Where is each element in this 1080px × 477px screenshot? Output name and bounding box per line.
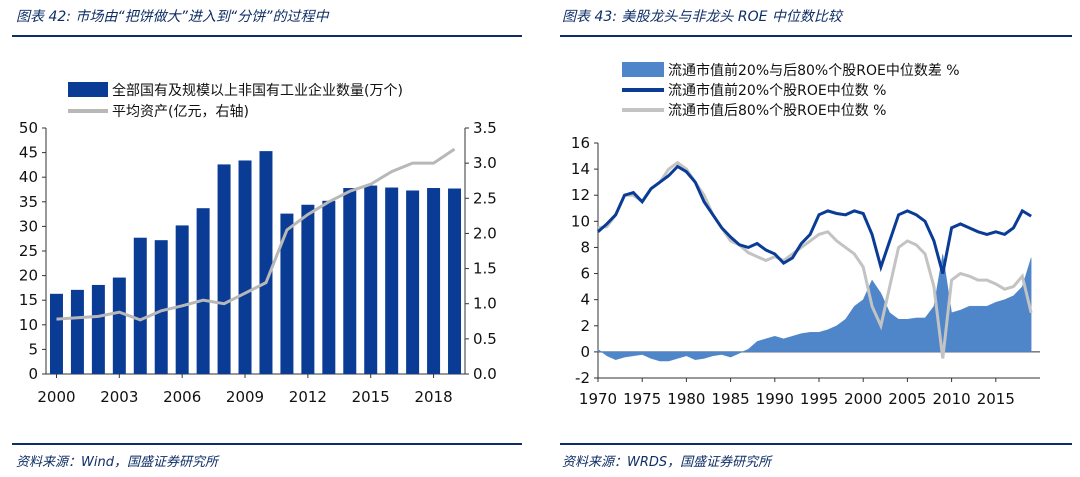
x-tick-label: 2015 (352, 388, 390, 406)
y-tick-label: 10 (571, 212, 590, 230)
bar (175, 225, 189, 374)
right-y-tick-label: 0.0 (473, 365, 497, 383)
legend-swatch-bar (68, 82, 108, 97)
left-y-tick-label: 35 (19, 193, 38, 211)
bar (448, 188, 462, 374)
left-y-tick-label: 50 (19, 119, 38, 137)
legend-swatch-area (622, 62, 664, 77)
left-chart: 0 5 10 15 20 25 30 35 40 45 50 0.0 0.5 1.0 1.5 2.0 2.5 3.… (19, 82, 497, 406)
right-y-tick-label: 1.5 (473, 260, 497, 278)
y-tick-label: 0 (580, 343, 590, 361)
left-source: 资料来源：Wind，国盛证券研究所 (16, 455, 218, 470)
right-y-tick-label: 1.0 (473, 295, 497, 313)
bar (322, 200, 336, 374)
x-tick-label: 2010 (933, 390, 971, 408)
y-tick-label: 2 (580, 317, 590, 335)
x-tick-label: 2000 (37, 388, 75, 406)
x-tick-label: 2006 (163, 388, 201, 406)
bar (217, 164, 231, 374)
x-tick-label: 2015 (977, 390, 1015, 408)
right-y-tick-label: 0.5 (473, 330, 497, 348)
bar (280, 213, 294, 374)
y-tick-label: 14 (571, 160, 590, 178)
left-y-tick-label: 30 (19, 217, 38, 235)
right-figure-title: 图表 43: 美股龙头与非龙头 ROE 中位数比较 (562, 9, 842, 25)
left-title-rule (12, 35, 522, 37)
x-tick-label: 2003 (100, 388, 138, 406)
bar (301, 204, 315, 374)
x-tick-label: 1980 (667, 390, 705, 408)
left-source-rule (12, 443, 522, 445)
left-y-tick-label: 15 (19, 291, 38, 309)
x-tick-label: 1990 (756, 390, 794, 408)
left-y-tick-label: 20 (19, 267, 38, 285)
x-tick-label: 1985 (712, 390, 750, 408)
x-tick-label: 1975 (623, 390, 661, 408)
bar (427, 188, 441, 374)
bar (385, 187, 399, 374)
legend-label-area: 流通市值前20%与后80%个股ROE中位数差 % (668, 62, 960, 79)
left-figure-title: 图表 42: 市场由“把饼做大”进入到“分饼”的过程中 (16, 9, 329, 25)
legend-label-bar: 全部国有及规模以上非国有工业企业数量(万个) (112, 82, 403, 99)
legend-label-line: 平均资产(亿元，右轴) (112, 104, 249, 120)
bar (133, 237, 147, 374)
bar (406, 190, 420, 374)
right-source: 资料来源：WRDS，国盛证券研究所 (562, 455, 772, 470)
x-tick-label: 2009 (226, 388, 264, 406)
bar (259, 151, 273, 374)
left-y-tick-label: 45 (19, 144, 38, 162)
y-tick-label: 8 (580, 238, 590, 256)
left-panel: 图表 42: 市场由“把饼做大”进入到“分饼”的过程中 0 5 10 15 20 25 30… (0, 0, 530, 477)
left-y-tick-label: 40 (19, 168, 38, 186)
bar (364, 185, 378, 374)
series-line-avg-assets (56, 147, 456, 322)
bar (112, 277, 126, 374)
left-y-tick-label: 5 (28, 340, 38, 358)
y-tick-label: 16 (571, 134, 590, 152)
right-y-tick-label: 2.5 (473, 189, 497, 207)
left-y-tick-label: 25 (19, 242, 38, 260)
bar (49, 293, 63, 374)
right-title-rule (560, 35, 1072, 37)
bar (91, 284, 105, 374)
series-line-bottom80 (597, 160, 1033, 359)
left-y-tick-label: 0 (28, 365, 38, 383)
x-tick-label: 2018 (414, 388, 452, 406)
bar (154, 240, 168, 374)
bar (70, 289, 84, 374)
x-tick-label: 1995 (800, 390, 838, 408)
series-area-roe-diff (597, 253, 1032, 362)
x-tick-label: 2000 (844, 390, 882, 408)
series-line-top20 (597, 164, 1032, 274)
y-tick-label: 12 (571, 186, 590, 204)
bar (343, 188, 357, 374)
right-y-tick-label: 3.5 (473, 119, 497, 137)
left-y-tick-label: 10 (19, 316, 38, 334)
legend-label-bottom80: 流通市值后80%个股ROE中位数 % (668, 102, 886, 119)
right-panel: 图表 43: 美股龙头与非龙头 ROE 中位数比较 -2 0 2 4 6 8 10 12 14 1… (548, 0, 1080, 477)
right-chart: -2 0 2 4 6 8 10 12 14 16 1970 1975 1980 1985 1990 1995 2… (571, 62, 1040, 408)
x-tick-label: 2005 (888, 390, 926, 408)
y-tick-label: -2 (575, 369, 590, 387)
right-y-tick-label: 2.0 (473, 224, 497, 242)
right-y-tick-label: 3.0 (473, 154, 497, 172)
legend-label-top20: 流通市值前20%个股ROE中位数 % (668, 82, 886, 99)
bar (238, 160, 252, 374)
bar (196, 208, 210, 374)
y-tick-label: 4 (580, 291, 590, 309)
right-source-rule (560, 443, 1072, 445)
x-tick-label: 2012 (289, 388, 327, 406)
y-tick-label: 6 (580, 265, 590, 283)
x-tick-label: 1970 (579, 390, 617, 408)
